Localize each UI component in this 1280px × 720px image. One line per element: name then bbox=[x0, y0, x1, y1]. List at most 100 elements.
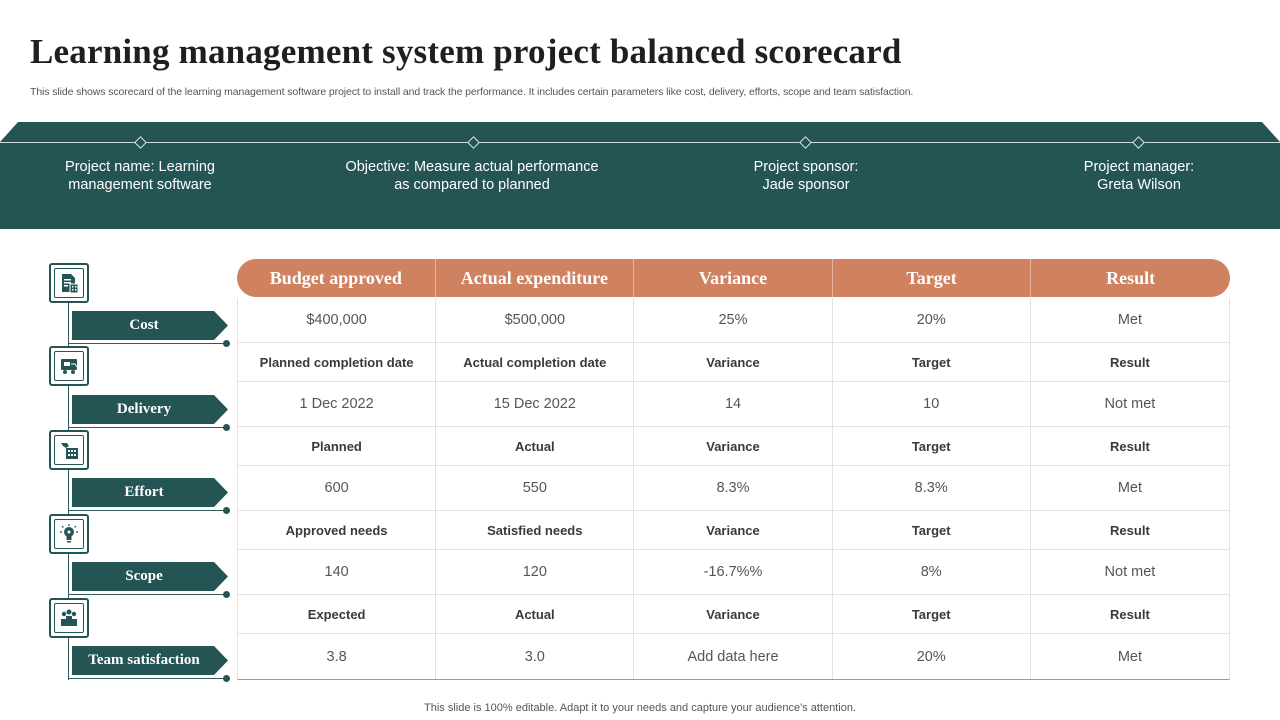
project-manager-info: Project manager: Greta Wilson bbox=[999, 158, 1279, 194]
category-effort: Effort bbox=[72, 478, 228, 507]
page-subtitle: This slide shows scorecard of the learni… bbox=[30, 86, 914, 98]
table-cell: Met bbox=[1117, 480, 1142, 496]
page-title: Learning management system project balan… bbox=[30, 32, 902, 71]
header-variance: Variance bbox=[634, 259, 833, 297]
table-subheader-cell: Planned bbox=[238, 427, 437, 465]
table-cell: 20% bbox=[833, 298, 1031, 342]
table-subheader-cell: Variance bbox=[634, 343, 833, 381]
table-cell: 1 Dec 2022 bbox=[238, 382, 437, 426]
objective-line1: Objective: Measure actual performance bbox=[345, 159, 599, 175]
table-subheader-row: Approved needs Satisfied needs Variance … bbox=[238, 511, 1229, 550]
table-cell: 8% bbox=[833, 550, 1031, 594]
category-connector bbox=[68, 343, 228, 344]
document-calculator-icon bbox=[62, 274, 79, 294]
project-manager-line1: Project manager: bbox=[1083, 159, 1195, 175]
table-cell: -16.7%% bbox=[634, 550, 833, 594]
table-cell: 8.3% bbox=[634, 466, 833, 510]
category-connector bbox=[68, 510, 228, 511]
connector-dot bbox=[223, 340, 230, 347]
table-subheader-cell: Satisfied needs bbox=[436, 511, 635, 549]
table-cell: 120 bbox=[436, 550, 635, 594]
table-subheader-cell: Result bbox=[1110, 354, 1150, 370]
category-connector-line bbox=[68, 300, 69, 680]
table-subheader-cell: Variance bbox=[634, 595, 833, 633]
category-connector bbox=[68, 427, 228, 428]
table-cell: 140 bbox=[238, 550, 437, 594]
project-manager-line2: Greta Wilson bbox=[1097, 177, 1181, 193]
table-cell: 20% bbox=[833, 634, 1031, 679]
table-subheader-cell: Planned completion date bbox=[238, 343, 437, 381]
category-team-satisfaction: Team satisfaction bbox=[72, 646, 228, 675]
scorecard-table-body: $400,000 $500,000 25% 20% Met Planned co… bbox=[237, 298, 1230, 680]
table-cell: 600 bbox=[238, 466, 437, 510]
delivery-truck-icon bbox=[61, 359, 78, 374]
table-row: 140 120 -16.7%% 8% Not met bbox=[238, 550, 1229, 595]
table-subheader-cell: Result bbox=[1110, 522, 1150, 538]
table-subheader-row: Expected Actual Variance Target Result bbox=[238, 595, 1229, 634]
table-subheader-cell: Actual completion date bbox=[436, 343, 635, 381]
table-subheader-cell: Actual bbox=[436, 595, 635, 633]
header-budget-approved: Budget approved bbox=[237, 259, 436, 297]
table-cell: 14 bbox=[634, 382, 833, 426]
table-cell: 3.0 bbox=[436, 634, 635, 679]
table-cell: 8.3% bbox=[833, 466, 1031, 510]
table-row: 600 550 8.3% 8.3% Met bbox=[238, 466, 1229, 511]
connector-dot bbox=[223, 424, 230, 431]
project-sponsor-line2: Jade sponsor bbox=[762, 177, 850, 193]
category-delivery: Delivery bbox=[72, 395, 228, 424]
category-connector bbox=[68, 678, 228, 679]
header-result: Result bbox=[1106, 267, 1156, 288]
table-subheader-cell: Result bbox=[1110, 438, 1150, 454]
cost-icon-box bbox=[49, 263, 89, 303]
project-name-line1: Project name: Learning bbox=[65, 159, 215, 175]
table-cell: Met bbox=[1117, 312, 1142, 328]
objective-line2: as compared to planned bbox=[394, 177, 550, 193]
table-subheader-cell: Result bbox=[1110, 606, 1150, 622]
table-subheader-cell: Target bbox=[833, 511, 1031, 549]
table-cell: Met bbox=[1117, 648, 1142, 665]
connector-dot bbox=[223, 591, 230, 598]
category-connector bbox=[68, 594, 228, 595]
project-sponsor-info: Project sponsor: Jade sponsor bbox=[666, 158, 946, 194]
table-cell: 550 bbox=[436, 466, 635, 510]
header-target: Target bbox=[833, 259, 1032, 297]
table-subheader-cell: Variance bbox=[634, 427, 833, 465]
project-sponsor-line1: Project sponsor: bbox=[753, 159, 859, 175]
table-row: 3.8 3.0 Add data here 20% Met bbox=[238, 634, 1229, 679]
table-row: $400,000 $500,000 25% 20% Met bbox=[238, 298, 1229, 343]
table-row: 1 Dec 2022 15 Dec 2022 14 10 Not met bbox=[238, 382, 1229, 427]
category-scope: Scope bbox=[72, 562, 228, 591]
table-cell: Add data here bbox=[634, 634, 833, 679]
team-satisfaction-icon-box bbox=[49, 598, 89, 638]
table-cell: Not met bbox=[1104, 396, 1156, 412]
table-subheader-row: Planned Actual Variance Target Result bbox=[238, 427, 1229, 466]
delivery-icon-box bbox=[49, 346, 89, 386]
table-subheader-cell: Approved needs bbox=[238, 511, 437, 549]
banner-top-band bbox=[0, 122, 1280, 142]
table-subheader-cell: Target bbox=[833, 343, 1031, 381]
header-actual-expenditure: Actual expenditure bbox=[436, 259, 635, 297]
project-info-banner bbox=[0, 142, 1280, 229]
table-cell: 10 bbox=[833, 382, 1031, 426]
table-subheader-cell: Target bbox=[833, 427, 1031, 465]
effort-icon-box bbox=[49, 430, 89, 470]
project-name-info: Project name: Learning management softwa… bbox=[0, 158, 280, 194]
effort-hand-icon bbox=[61, 443, 78, 459]
team-icon bbox=[61, 609, 77, 626]
banner-divider-line bbox=[0, 142, 1280, 143]
scope-icon-box bbox=[49, 514, 89, 554]
scope-bulb-icon bbox=[60, 524, 78, 543]
table-subheader-cell: Actual bbox=[436, 427, 635, 465]
table-subheader-cell: Expected bbox=[238, 595, 437, 633]
table-subheader-cell: Variance bbox=[634, 511, 833, 549]
connector-dot bbox=[223, 507, 230, 514]
table-cell: 25% bbox=[634, 298, 833, 342]
table-cell: 15 Dec 2022 bbox=[436, 382, 635, 426]
project-name-line2: management software bbox=[68, 177, 212, 193]
table-cell: $500,000 bbox=[436, 298, 635, 342]
table-cell: Not met bbox=[1104, 564, 1156, 580]
footer-note: This slide is 100% editable. Adapt it to… bbox=[424, 702, 856, 714]
table-subheader-cell: Target bbox=[833, 595, 1031, 633]
category-cost: Cost bbox=[72, 311, 228, 340]
table-cell: 3.8 bbox=[238, 634, 437, 679]
